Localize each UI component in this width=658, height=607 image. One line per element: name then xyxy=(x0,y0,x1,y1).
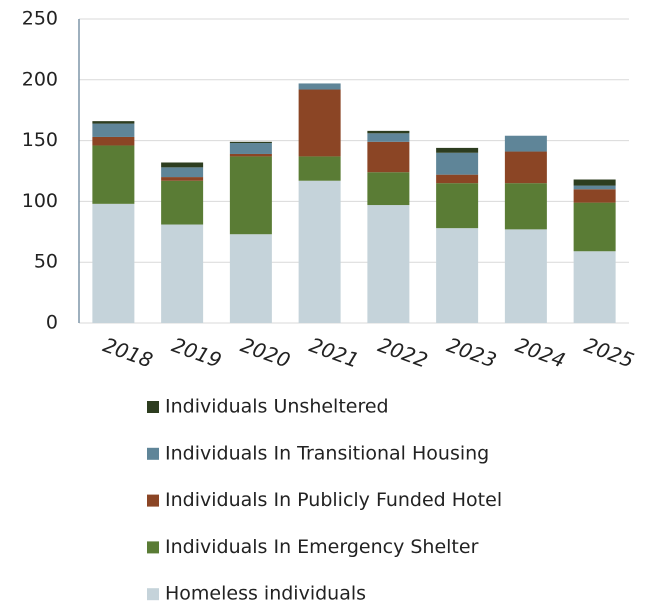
bar-segment xyxy=(298,180,341,323)
bar-segment xyxy=(573,185,616,190)
x-tick-label: 2023 xyxy=(444,333,500,373)
x-tick-label: 2018 xyxy=(100,333,156,373)
bar-segment xyxy=(504,183,547,230)
legend-label: Homeless individuals xyxy=(165,583,366,605)
legend-label: Individuals In Publicly Funded Hotel xyxy=(165,489,502,511)
bar-segment xyxy=(436,147,479,153)
bar-segment xyxy=(298,83,341,90)
y-tick-label: 0 xyxy=(46,312,58,334)
bar-segment xyxy=(298,89,341,157)
legend-swatch xyxy=(147,588,159,601)
bar-segment xyxy=(573,179,616,186)
bar-segment xyxy=(436,174,479,184)
bar-segment xyxy=(161,167,204,178)
y-tick-label: 150 xyxy=(22,129,58,151)
bar-segment xyxy=(573,202,616,252)
bar-segment xyxy=(367,141,410,173)
y-tick-label: 50 xyxy=(34,251,58,273)
x-tick-label: 2022 xyxy=(375,333,431,373)
bar-segment xyxy=(92,123,135,137)
bar-segment xyxy=(92,136,135,146)
bar-segment xyxy=(229,153,272,157)
legend-label: Individuals In Transitional Housing xyxy=(165,442,489,464)
bar-segment xyxy=(161,177,204,181)
bar-segment xyxy=(436,228,479,323)
x-tick-label: 2024 xyxy=(512,333,568,373)
x-tick-label: 2019 xyxy=(169,333,225,373)
bar-segment xyxy=(504,135,547,152)
bar-segment xyxy=(229,141,272,144)
bar-segment xyxy=(229,234,272,323)
legend-swatch xyxy=(147,541,159,554)
legend-swatch xyxy=(147,494,159,507)
bar-segment xyxy=(161,224,204,323)
bar-segment xyxy=(367,130,410,134)
y-tick-label: 250 xyxy=(22,8,58,30)
x-tick-label: 2021 xyxy=(306,333,362,373)
bar-segment xyxy=(161,180,204,225)
x-tick-label: 2020 xyxy=(237,333,293,373)
legend-label: Individuals In Emergency Shelter xyxy=(165,536,479,558)
legend-swatch xyxy=(147,447,159,460)
y-tick-label: 200 xyxy=(22,68,58,90)
x-tick-label: 2025 xyxy=(581,333,637,373)
bar-segment xyxy=(92,121,135,124)
bar-segment xyxy=(229,156,272,235)
bar-segment xyxy=(92,145,135,204)
bar-segment xyxy=(161,162,204,168)
y-tick-label: 100 xyxy=(22,190,58,212)
legend-label: Individuals Unsheltered xyxy=(165,396,389,418)
bar-segment xyxy=(229,143,272,154)
bar-segment xyxy=(573,189,616,203)
bar-segment xyxy=(367,133,410,142)
bar-segment xyxy=(436,183,479,229)
bar-segment xyxy=(573,251,616,323)
bar-segment xyxy=(504,151,547,184)
legend-swatch xyxy=(147,401,159,413)
bar-segment xyxy=(504,229,547,323)
bar-segment xyxy=(92,203,135,323)
bar-segment xyxy=(367,205,410,323)
bar-segment xyxy=(298,156,341,181)
bar-segment xyxy=(436,152,479,175)
bar-segment xyxy=(367,172,410,206)
